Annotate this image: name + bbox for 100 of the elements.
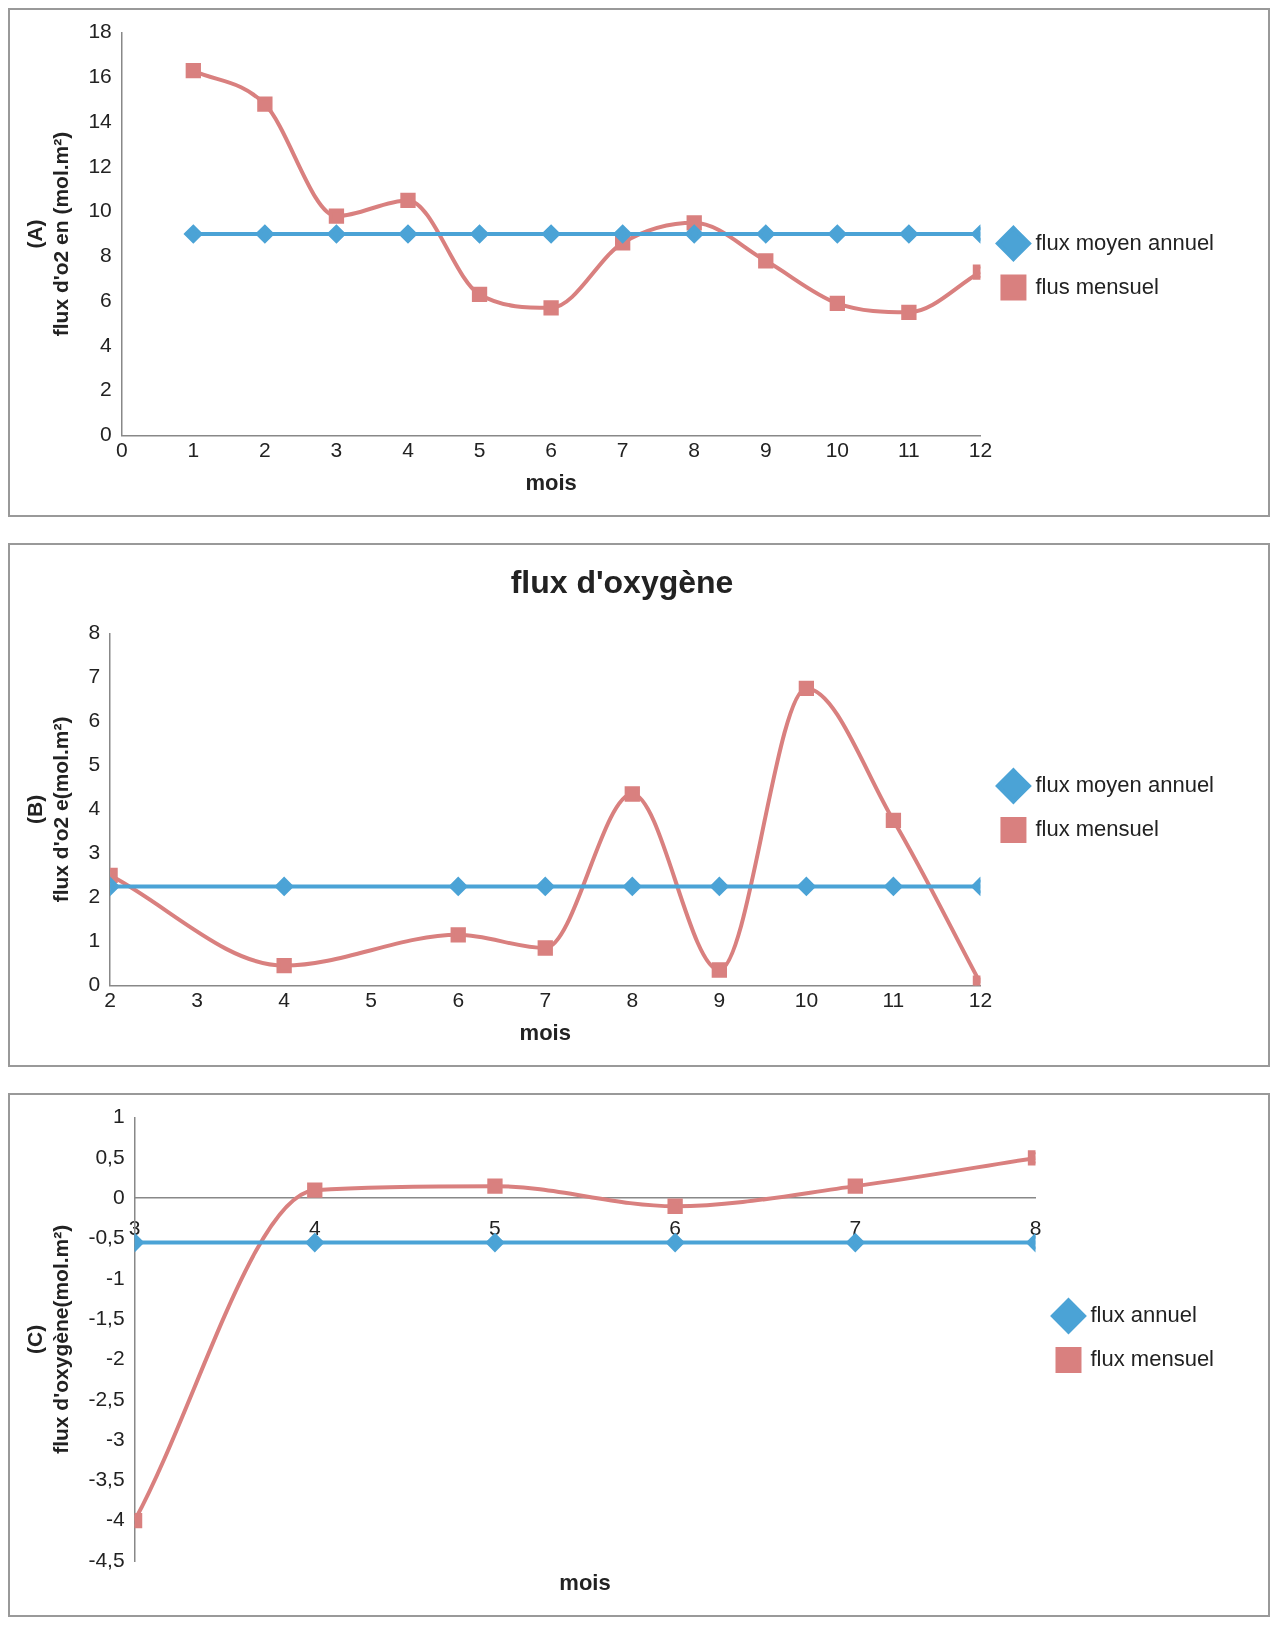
point (542, 225, 561, 243)
y-tick-label: -0,5 (88, 1225, 125, 1249)
x-tick-label: 6 (669, 1215, 681, 1239)
x-tick-label: 4 (402, 437, 415, 461)
x-tick-label: 3 (330, 437, 343, 461)
legend-label: flux moyen annuel (1035, 229, 1215, 255)
point (185, 62, 201, 79)
point (449, 877, 468, 896)
legend-label: flux moyen annuel (1035, 772, 1215, 798)
point (485, 1233, 504, 1252)
y-tick-label: 8 (88, 620, 101, 644)
legend-label: flux annuel (1090, 1302, 1197, 1328)
y-tick-label: -1 (105, 1265, 125, 1289)
y-tick-label: 6 (88, 708, 101, 732)
x-tick-label: 12 (968, 987, 993, 1011)
y-axis-title: (A) flux d'o2 en (mol.m²) (23, 131, 72, 337)
y-tick-label: 0 (112, 1185, 125, 1209)
point (667, 1198, 683, 1214)
x-tick-label: 1 (187, 437, 200, 461)
y-tick-label: 6 (100, 287, 112, 311)
point (257, 96, 273, 112)
y-tick-label: 0 (88, 972, 101, 996)
point (624, 786, 640, 802)
y-tick-label: -2,5 (88, 1386, 125, 1410)
point (884, 877, 903, 896)
point (829, 295, 845, 312)
y-tick-label: 18 (88, 19, 112, 43)
point (756, 225, 775, 243)
y-tick-label: 7 (88, 664, 101, 688)
y-tick-label: 3 (88, 840, 101, 864)
y-tick-label: 1 (88, 928, 101, 952)
legend-label: flux mensuel (1090, 1346, 1215, 1372)
y-tick-label: -3,5 (88, 1467, 125, 1491)
y-tick-label: 5 (88, 752, 101, 776)
y-tick-label: 2 (100, 377, 112, 401)
x-tick-label: 4 (308, 1215, 321, 1239)
y-tick-label: -3 (105, 1426, 125, 1450)
x-tick-label: 4 (278, 987, 291, 1011)
x-tick-label: 5 (365, 987, 378, 1011)
point (797, 877, 816, 896)
x-tick-label: 8 (626, 987, 639, 1011)
point (275, 877, 294, 896)
y-tick-label: 10 (88, 198, 112, 222)
point (255, 225, 274, 243)
point (901, 304, 917, 320)
point (543, 300, 559, 316)
x-tick-label: 6 (452, 987, 465, 1011)
x-tick-label: 12 (968, 437, 993, 461)
y-tick-label: 14 (88, 108, 113, 132)
x-tick-label: 10 (794, 987, 819, 1011)
point (327, 225, 346, 243)
x-tick-label: 8 (1029, 1215, 1042, 1239)
y-tick-label: 16 (88, 64, 112, 88)
point (710, 877, 729, 896)
y-tick-label: 8 (100, 243, 112, 267)
x-tick-label: 5 (473, 437, 486, 461)
y-tick-label: 2 (88, 884, 101, 908)
point (899, 225, 918, 243)
x-tick-label: 5 (489, 1215, 501, 1239)
x-tick-label: 10 (825, 437, 850, 461)
point (885, 812, 902, 829)
y-tick-label: 0 (100, 422, 112, 446)
chart-title: flux d'oxygène (510, 564, 734, 601)
point (328, 208, 345, 224)
x-tick-label: 2 (259, 437, 271, 461)
y-tick-label: 12 (88, 153, 112, 177)
point (666, 1233, 685, 1252)
point (798, 680, 815, 697)
y-tick-label: 0,5 (95, 1144, 125, 1168)
point (450, 927, 466, 943)
legend-label: flus mensuel (1035, 273, 1159, 299)
x-axis-title: mois (525, 469, 577, 495)
x-tick-label: 3 (191, 987, 203, 1011)
x-tick-label: 9 (713, 987, 726, 1011)
x-axis-title: mois (559, 1570, 611, 1596)
x-tick-label: 8 (688, 437, 701, 461)
x-tick-label: 7 (616, 437, 629, 461)
y-tick-label: -2 (105, 1346, 125, 1370)
x-tick-label: 6 (545, 437, 557, 461)
y-tick-label: -4,5 (88, 1547, 125, 1571)
y-axis-title: (C) flux d'oxygène(mol.m²) (23, 1224, 72, 1454)
x-tick-label: 7 (849, 1215, 862, 1239)
y-tick-label: -1,5 (88, 1305, 125, 1329)
x-tick-label: 11 (897, 437, 920, 461)
point (685, 225, 704, 243)
x-axis-title: mois (519, 1019, 571, 1045)
point (758, 253, 774, 269)
y-axis-title: (B) flux d'o2 e(mol.m²) (23, 716, 72, 903)
point (400, 192, 416, 209)
point (537, 940, 553, 956)
x-tick-label: 9 (759, 437, 772, 461)
point (471, 286, 488, 303)
point (613, 225, 632, 243)
x-tick-label: 11 (882, 987, 905, 1011)
point (470, 225, 489, 243)
point (487, 1178, 503, 1194)
y-tick-label: 4 (88, 796, 101, 820)
point (536, 877, 555, 896)
legend-label: flux mensuel (1035, 816, 1159, 842)
x-tick-label: 7 (539, 987, 552, 1011)
